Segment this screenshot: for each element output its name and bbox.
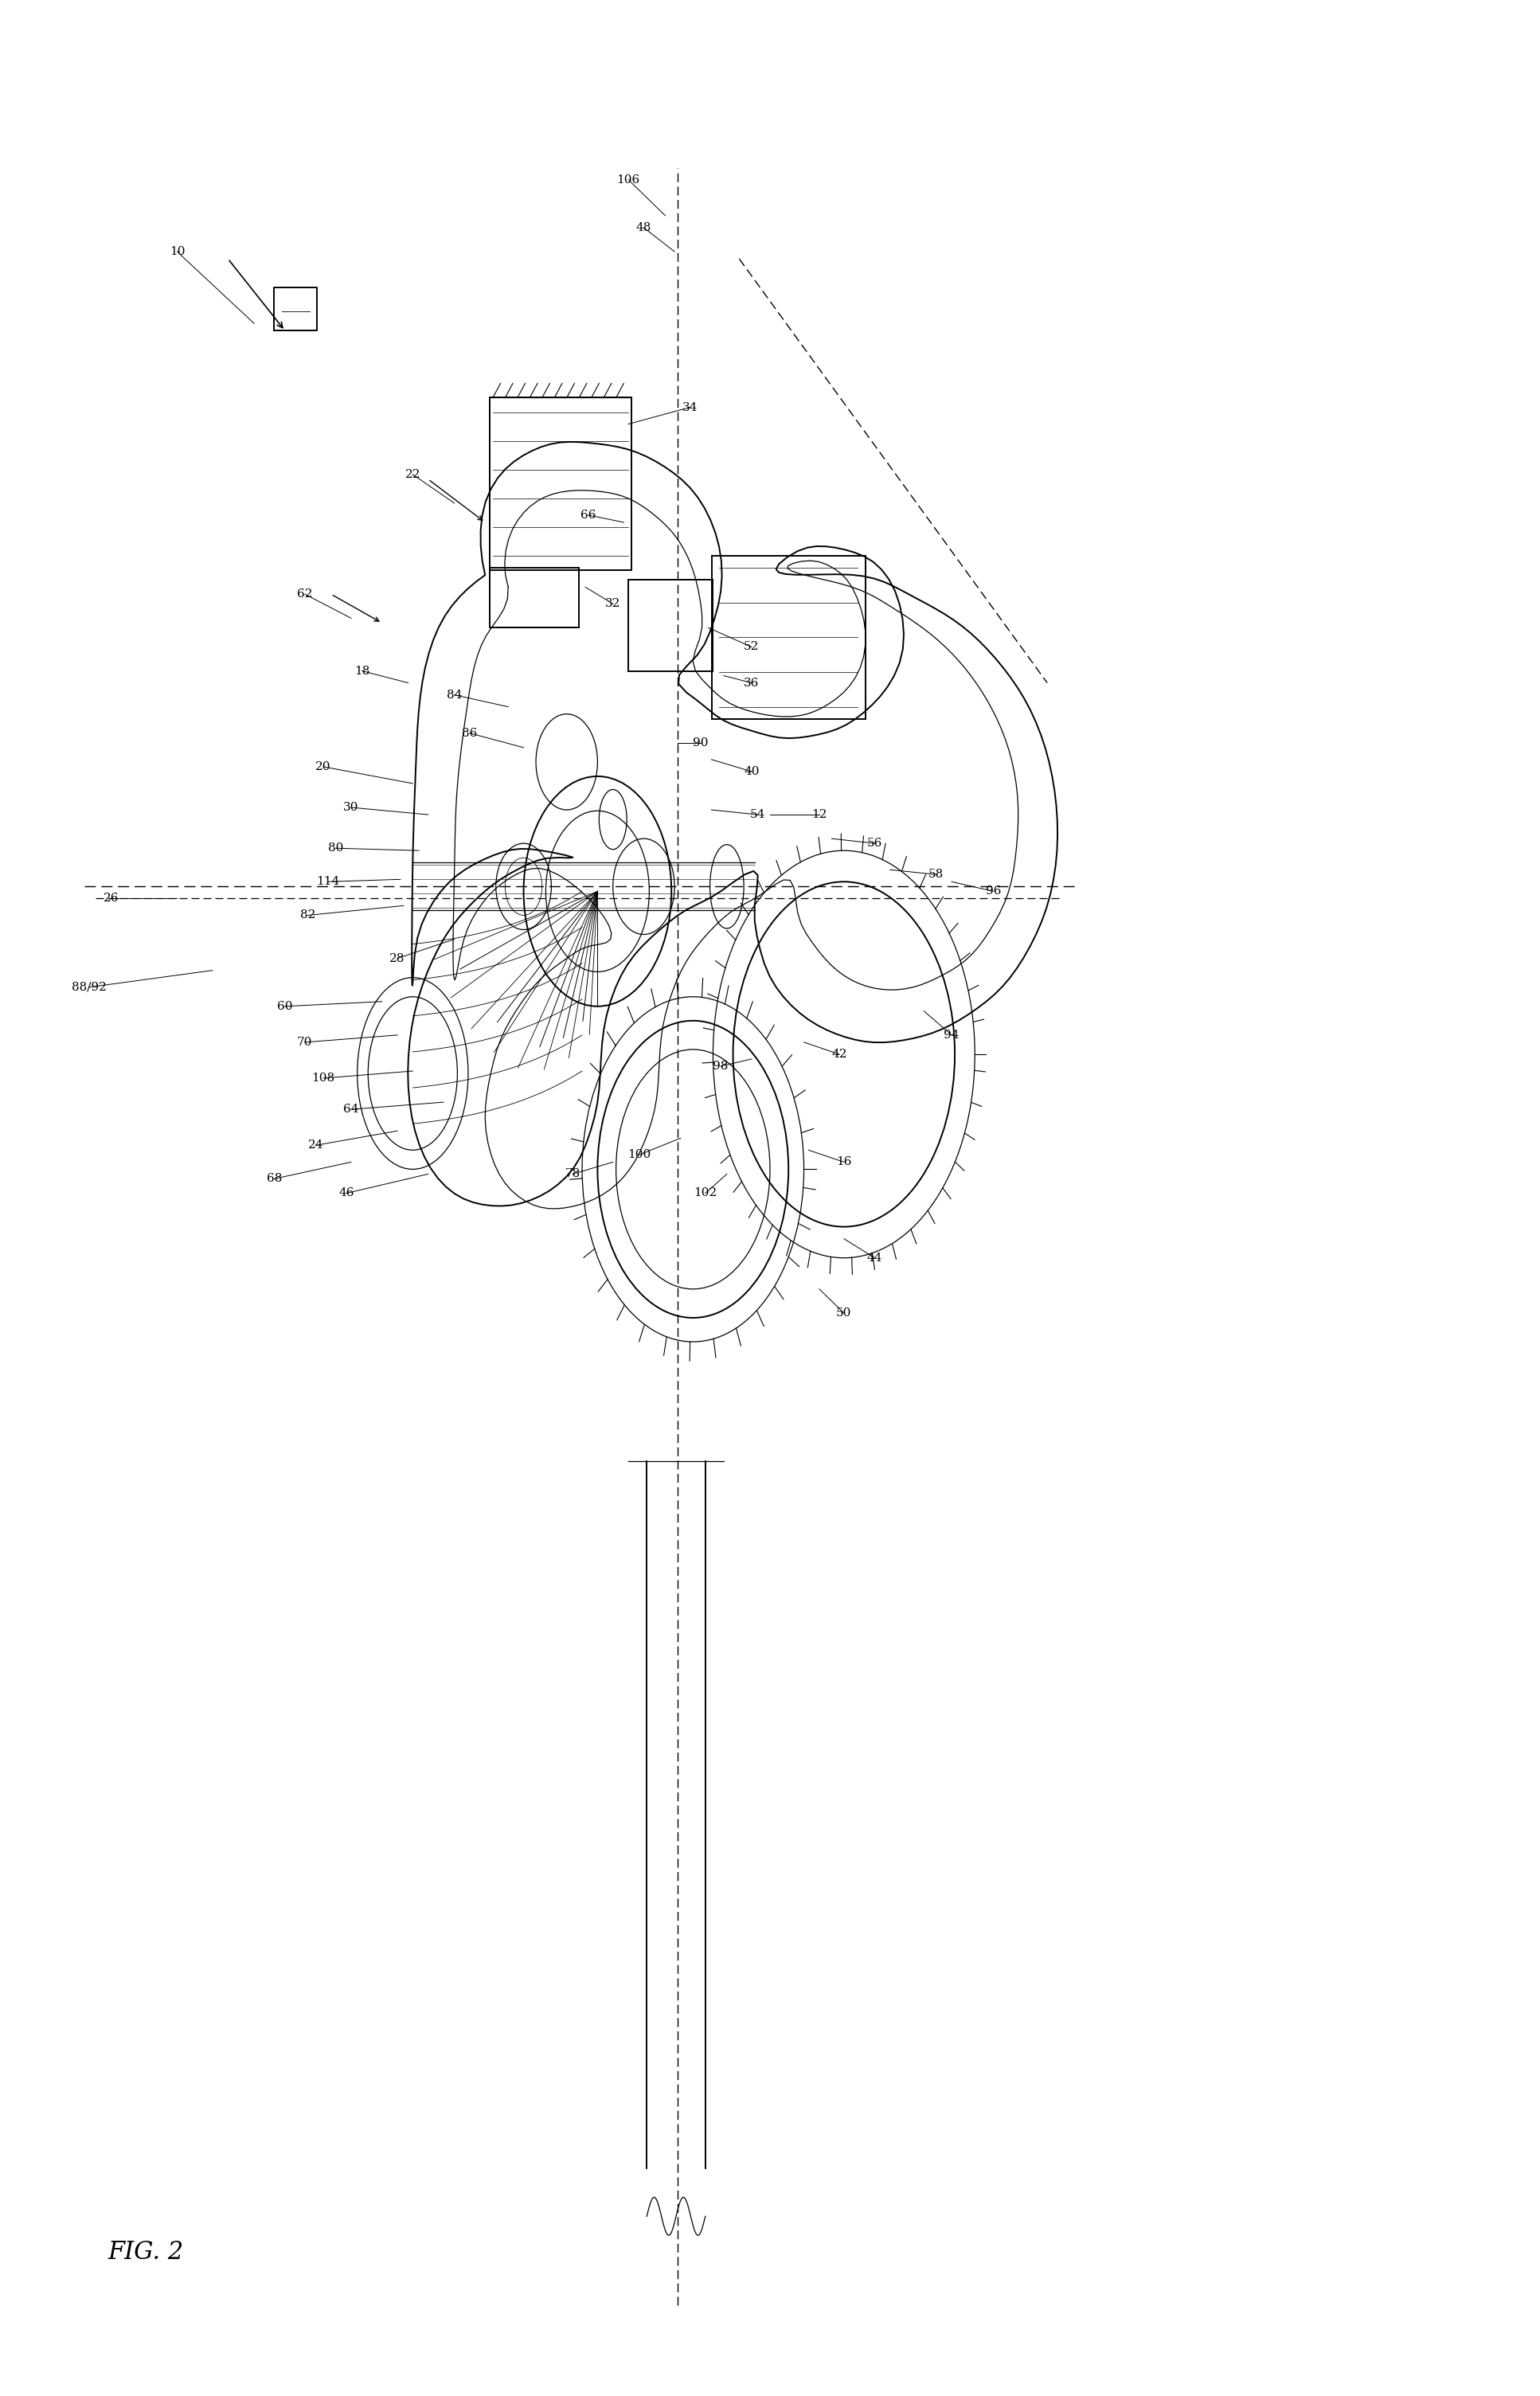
Text: 44: 44 [867, 1253, 882, 1263]
Text: 88/92: 88/92 [72, 982, 106, 992]
Text: 60: 60 [277, 1002, 293, 1011]
Text: 24: 24 [308, 1140, 323, 1150]
Text: 66: 66 [581, 510, 596, 520]
Text: 58: 58 [929, 870, 944, 879]
Text: 108: 108 [311, 1073, 336, 1083]
Text: 64: 64 [343, 1105, 359, 1114]
Text: 102: 102 [693, 1188, 718, 1198]
Text: 94: 94 [944, 1030, 959, 1040]
Text: 90: 90 [693, 738, 708, 748]
Text: 86: 86 [462, 728, 477, 738]
Text: 82: 82 [300, 910, 316, 920]
Text: 26: 26 [103, 894, 119, 903]
Text: 54: 54 [750, 810, 765, 819]
Text: 20: 20 [316, 762, 331, 772]
Text: 28: 28 [390, 954, 405, 963]
Text: 50: 50 [836, 1308, 852, 1318]
Text: 98: 98 [713, 1061, 728, 1071]
Text: 70: 70 [297, 1037, 313, 1047]
Text: 96: 96 [986, 887, 1001, 896]
Text: 32: 32 [605, 599, 621, 609]
Text: 78: 78 [565, 1169, 581, 1179]
Text: 10: 10 [169, 247, 185, 256]
Text: FIG. 2: FIG. 2 [108, 2240, 183, 2264]
Text: 40: 40 [744, 767, 759, 776]
Text: 36: 36 [744, 678, 759, 688]
Text: 12: 12 [812, 810, 827, 819]
Text: 42: 42 [832, 1049, 847, 1059]
Text: 18: 18 [354, 666, 370, 676]
Text: 46: 46 [339, 1188, 354, 1198]
Text: 114: 114 [316, 877, 340, 887]
Text: 48: 48 [636, 223, 651, 232]
Text: 68: 68 [266, 1174, 282, 1184]
Text: 22: 22 [405, 470, 420, 479]
Text: 100: 100 [627, 1150, 651, 1160]
Text: 34: 34 [682, 403, 698, 412]
Text: 16: 16 [836, 1157, 852, 1167]
Text: 52: 52 [744, 642, 759, 652]
Text: 62: 62 [297, 589, 313, 599]
Text: 106: 106 [616, 175, 641, 184]
Text: 80: 80 [328, 843, 343, 853]
Text: 30: 30 [343, 803, 359, 812]
Text: 56: 56 [867, 839, 882, 848]
Text: 84: 84 [447, 690, 462, 700]
